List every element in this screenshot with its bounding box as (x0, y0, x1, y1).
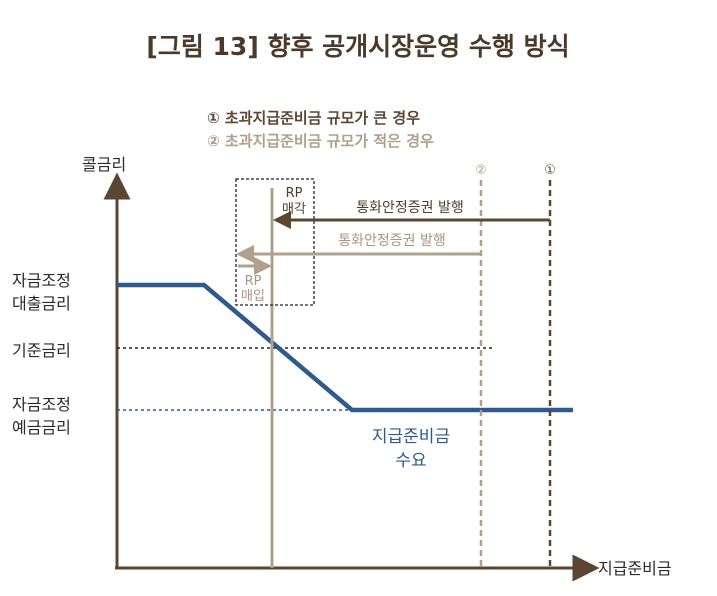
demand-label-line1: 지급준비금 (372, 427, 450, 447)
reserve-demand-curve (117, 282, 573, 413)
legend-case-2: ② 초과지급준비금 규모가 적은 경우 (207, 132, 434, 150)
case-1-marker: ① (544, 163, 556, 178)
rp-buy-label-line1: RP (245, 274, 262, 289)
rp-sell-label-line1: RP (286, 186, 303, 201)
lending-rate-label-line1: 자금조정 (12, 271, 71, 290)
lending-rate-label-line2: 대출금리 (12, 294, 71, 313)
case-2-marker: ② (475, 163, 487, 178)
x-axis-label: 지급준비금 (598, 559, 672, 578)
y-axis-label: 콜금리 (82, 155, 126, 174)
stab-bond-label-light: 통화안정증권 발행 (338, 233, 446, 249)
base-rate-label: 기준금리 (12, 341, 71, 360)
deposit-rate-label-line2: 예금금리 (12, 418, 71, 437)
rp-sell-label-line2: 매각 (282, 202, 306, 217)
figure-title: [그림 13] 향후 공개시장운영 수행 방식 (146, 32, 569, 61)
deposit-rate-label-line1: 자금조정 (12, 395, 71, 414)
rp-buy-label-line2: 매입 (241, 289, 265, 304)
legend-case-1: ① 초과지급준비금 규모가 큰 경우 (207, 109, 420, 127)
rp-operations-box (235, 178, 315, 306)
stab-bond-label-dark: 통화안정증권 발행 (356, 200, 464, 216)
demand-label-line2: 수요 (395, 451, 426, 471)
